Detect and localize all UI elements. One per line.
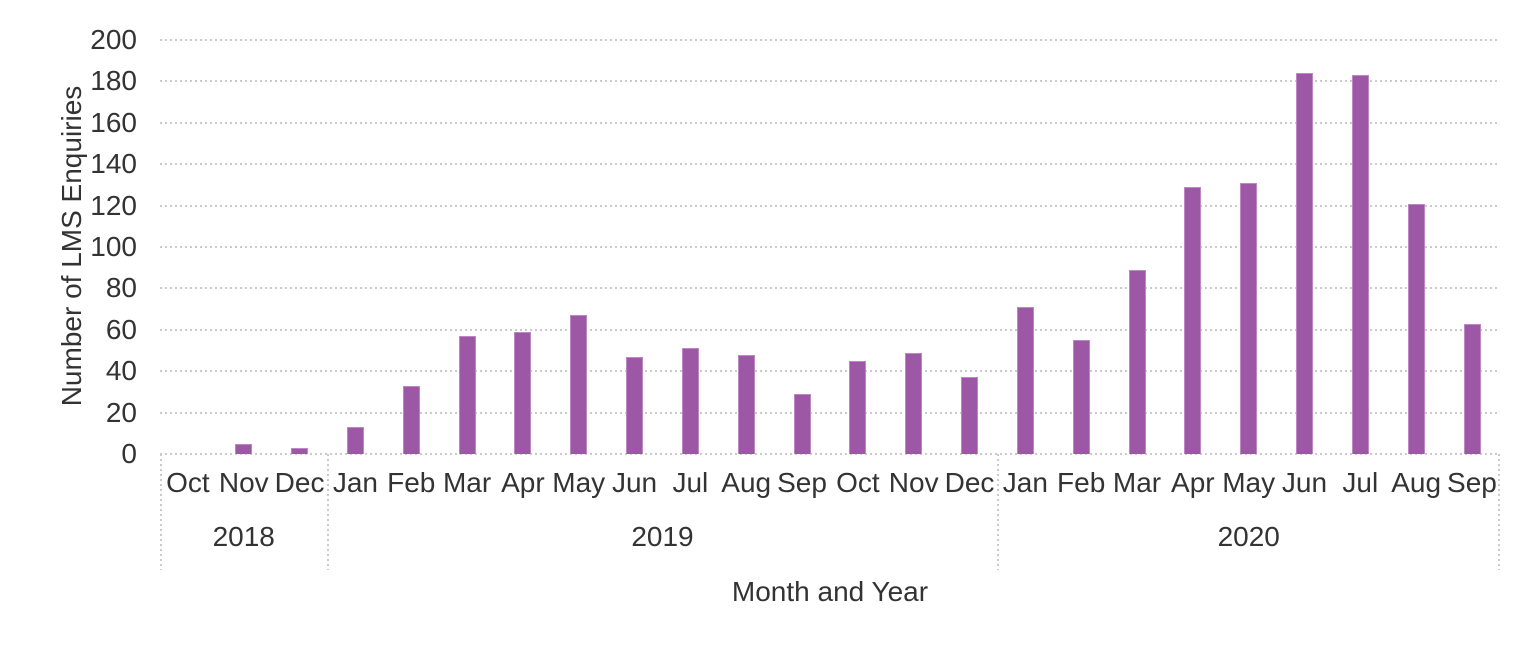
month-label-may-2019: May [552, 467, 606, 498]
x-axis-title: Month and Year [731, 576, 929, 607]
bar-sep-2019 [793, 393, 811, 454]
month-label-mar-2019: Mar [442, 467, 492, 498]
month-label-jul-2019: Jul [672, 467, 709, 498]
bar-jul-2019 [681, 348, 699, 454]
y-tick-label-40: 40 [105, 355, 137, 387]
y-tick-label-140: 140 [90, 148, 137, 180]
plot-area [160, 39, 1500, 455]
bar-aug-2020 [1407, 203, 1425, 454]
bar-apr-2020 [1184, 186, 1202, 454]
gridline-140 [160, 163, 1500, 166]
month-label-nov-2018: Nov [218, 467, 269, 498]
y-tick-label-180: 180 [90, 65, 137, 97]
category-table-divider [160, 454, 162, 570]
month-labels-row: Oct Nov Dec Jan Feb Mar Apr May Jun Jul Aug Sep Oct N… [160, 454, 1500, 512]
gridline-120 [160, 204, 1500, 207]
bar-mar-2020 [1128, 269, 1146, 454]
month-label-apr-2019: Apr [501, 467, 545, 498]
bar-nov-2019 [905, 352, 923, 454]
y-tick-label-20: 20 [105, 396, 137, 428]
y-tick-label-160: 160 [90, 106, 137, 138]
month-label-jan-2020: Jan [1002, 467, 1048, 498]
category-table-divider [1498, 454, 1500, 570]
y-tick-label-120: 120 [90, 189, 137, 221]
bar-jan-2020 [1016, 307, 1034, 454]
y-tick-label-200: 200 [90, 24, 137, 55]
bar-jun-2020 [1296, 73, 1314, 454]
bar-feb-2019 [402, 385, 420, 454]
y-tick-label-100: 100 [90, 231, 137, 262]
year-label-2019: 2019 [631, 521, 694, 552]
month-label-nov-2019: Nov [888, 467, 939, 498]
month-label-feb-2019: Feb [387, 467, 436, 498]
bar-apr-2019 [514, 331, 532, 454]
bar-oct-2019 [849, 360, 867, 454]
bar-sep-2020 [1463, 323, 1481, 454]
month-label-jun-2019: Jun [611, 467, 658, 498]
bar-nov-2018 [235, 443, 253, 454]
bar-may-2020 [1240, 182, 1258, 454]
gridline-200 [160, 39, 1500, 41]
gridline-160 [160, 121, 1500, 124]
bar-jun-2019 [626, 356, 644, 454]
bar-feb-2020 [1072, 340, 1090, 454]
month-label-sep-2020: Sep [1447, 467, 1497, 498]
month-label-aug-2020: Aug [1391, 467, 1442, 498]
gridline-100 [160, 246, 1500, 248]
month-label-dec-2018: Dec [274, 467, 325, 498]
x-axis-category-table: Oct Nov Dec Jan Feb Mar Apr May Jun Jul Aug Sep Oct N… [160, 454, 1500, 570]
category-table-divider [326, 454, 329, 570]
month-label-aug-2019: Aug [721, 467, 772, 498]
bar-jan-2019 [346, 427, 364, 454]
bar-dec-2019 [961, 377, 979, 454]
month-label-apr-2020: Apr [1171, 467, 1215, 498]
month-label-dec-2019: Dec [944, 467, 995, 498]
month-label-may-2020: May [1222, 467, 1276, 498]
month-label-jun-2020: Jun [1281, 467, 1328, 498]
gridline-80 [160, 287, 1500, 290]
bar-aug-2019 [737, 354, 755, 454]
month-label-oct-2018: Oct [166, 467, 210, 498]
y-tick-label-0: 0 [121, 438, 137, 469]
month-label-sep-2019: Sep [777, 467, 827, 498]
month-label-jul-2020: Jul [1342, 467, 1379, 498]
gridline-60 [160, 328, 1500, 331]
year-label-2018: 2018 [212, 521, 275, 552]
month-label-mar-2020: Mar [1112, 467, 1162, 498]
month-label-feb-2020: Feb [1057, 467, 1106, 498]
year-label-2020: 2020 [1217, 521, 1280, 552]
bar-dec-2018 [291, 447, 309, 454]
y-tick-label-80: 80 [105, 272, 137, 304]
category-table-divider [996, 454, 999, 570]
y-tick-label-60: 60 [105, 313, 137, 345]
gridline-180 [160, 80, 1500, 83]
gridline-20 [160, 411, 1500, 414]
month-label-oct-2019: Oct [836, 467, 880, 498]
month-label-jan-2019: Jan [332, 467, 378, 498]
bar-mar-2019 [458, 336, 476, 454]
year-labels-row: 2018 2019 2020 [160, 512, 1500, 570]
gridline-0 [160, 453, 1500, 455]
bar-may-2019 [570, 315, 588, 454]
gridline-40 [160, 370, 1500, 373]
bar-jul-2020 [1351, 75, 1369, 454]
